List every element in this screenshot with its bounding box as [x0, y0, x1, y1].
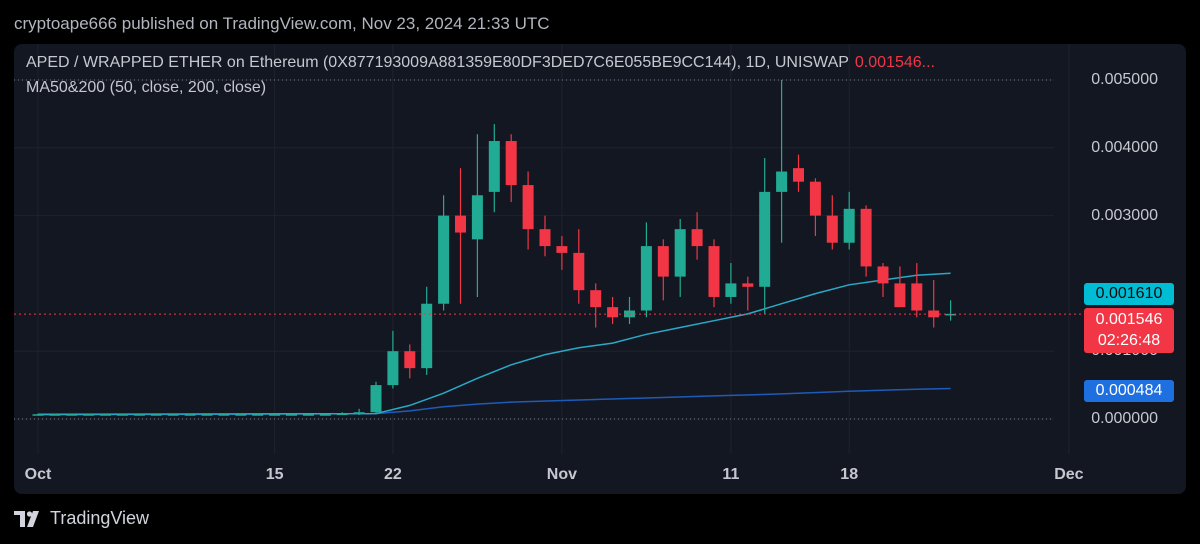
- candle-up: [843, 208, 855, 243]
- tradingview-logo-icon: [14, 510, 42, 527]
- candle-down: [522, 185, 534, 230]
- candle-up: [319, 414, 331, 416]
- y-tick-label: 0.003000: [1091, 206, 1158, 224]
- x-tick-label: 18: [840, 466, 859, 483]
- indicator-legend[interactable]: MA50&200 (50, close, 200, close): [26, 79, 267, 96]
- candlestick-chart[interactable]: [14, 44, 1186, 494]
- candle-up: [235, 414, 247, 416]
- candle-down: [505, 141, 517, 186]
- candle-up: [252, 414, 264, 416]
- candle-up: [353, 412, 365, 414]
- candle-up: [218, 414, 230, 416]
- y-tick-label: 0.005000: [1091, 71, 1158, 88]
- candle-up: [150, 414, 162, 416]
- x-tick-label: Dec: [1054, 466, 1084, 483]
- candle-down: [556, 246, 568, 253]
- candle-down: [573, 252, 585, 291]
- candle-up: [201, 414, 213, 416]
- candle-up: [286, 414, 297, 416]
- y-tick-label: 0.004000: [1091, 138, 1158, 156]
- last-price-value: 0.001546: [1095, 311, 1163, 328]
- candle-up: [421, 303, 433, 369]
- candle-up: [471, 195, 483, 240]
- candle-down: [793, 168, 804, 182]
- candle-down: [691, 229, 703, 247]
- candle-down: [928, 310, 940, 318]
- candle-down: [590, 290, 602, 308]
- bar-countdown: 02:26:48: [1097, 332, 1161, 349]
- candle-down: [657, 246, 669, 277]
- candle-down: [877, 266, 889, 284]
- candle-up: [117, 414, 128, 416]
- chart-panel[interactable]: APED / WRAPPED ETHER on Ethereum (0X8771…: [14, 44, 1186, 494]
- symbol-legend[interactable]: APED / WRAPPED ETHER on Ethereum (0X8771…: [26, 54, 935, 72]
- publisher-line: cryptoape666 published on TradingView.co…: [14, 14, 550, 33]
- candle-down: [404, 351, 416, 369]
- candle-up: [66, 414, 78, 416]
- candle-up: [133, 414, 145, 416]
- candle-up: [725, 283, 737, 297]
- candle-down: [894, 283, 906, 308]
- x-tick-label: 11: [722, 466, 740, 483]
- ma-slow-price-badge: 0.000484: [1084, 380, 1174, 402]
- candle-up: [759, 191, 771, 287]
- tradingview-branding[interactable]: TradingView: [14, 508, 149, 529]
- ma200-line: [37, 387, 951, 416]
- x-tick-label: 22: [383, 466, 402, 483]
- legend-price: 0.001546...: [854, 54, 935, 71]
- candle-down: [607, 307, 619, 318]
- candle-down: [539, 229, 551, 247]
- candle-up: [640, 246, 652, 311]
- candle-up: [438, 215, 450, 304]
- candle-down: [826, 215, 838, 243]
- candle-down: [742, 283, 754, 287]
- candle-up: [776, 171, 788, 192]
- x-tick-label: 15: [265, 466, 284, 483]
- candle-up: [674, 229, 686, 277]
- candle-up: [302, 414, 314, 416]
- candle-down: [708, 246, 720, 297]
- candle-up: [167, 414, 179, 416]
- candle-up: [370, 385, 382, 413]
- candle-down: [911, 283, 923, 311]
- x-tick-label: Oct: [24, 466, 52, 483]
- candle-up: [83, 414, 95, 416]
- candle-down: [809, 181, 821, 216]
- candle-up: [269, 414, 281, 416]
- candle-up: [49, 414, 61, 416]
- candle-up: [184, 414, 196, 416]
- x-tick-label: Nov: [546, 466, 578, 483]
- candle-up: [32, 414, 44, 416]
- candle-up: [387, 351, 399, 386]
- candle-up: [100, 414, 112, 416]
- footer-brand: TradingView: [50, 508, 150, 528]
- candle-up: [488, 141, 500, 192]
- candle-up: [336, 413, 348, 416]
- candle-down: [860, 208, 872, 267]
- last-price-badge: 0.001546 02:26:48: [1084, 308, 1174, 353]
- ma50-line: [37, 272, 951, 416]
- symbol-title: APED / WRAPPED ETHER on Ethereum (0X8771…: [26, 54, 849, 71]
- ma-fast-price-badge: 0.001610: [1084, 283, 1174, 305]
- candle-down: [455, 215, 466, 233]
- y-tick-label: 0.000000: [1091, 410, 1158, 427]
